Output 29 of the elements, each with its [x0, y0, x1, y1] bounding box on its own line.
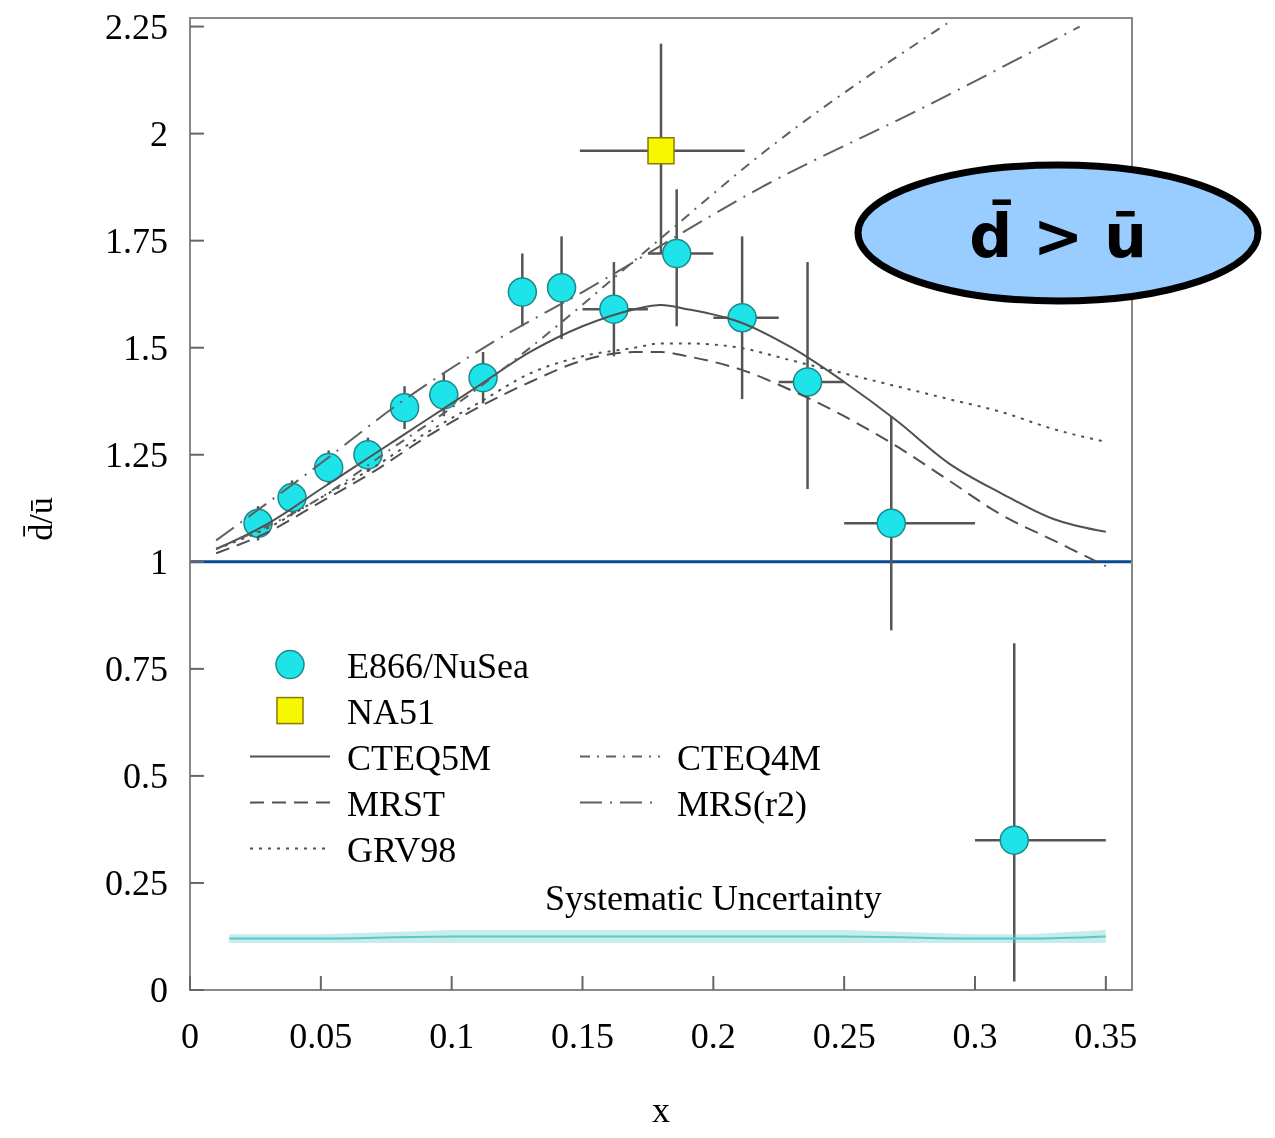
- x-tick-label: 0.1: [429, 1016, 475, 1056]
- y-axis-title: d̄/ū: [22, 497, 59, 541]
- x-tick-label: 0.2: [690, 1016, 736, 1056]
- x-tick-label: 0: [181, 1016, 199, 1056]
- y-tick-label: 1.5: [123, 327, 168, 368]
- legend-label: E866/NuSea: [347, 645, 529, 686]
- x-tick-label: 0.25: [812, 1016, 876, 1056]
- y-tick-label: 0: [150, 970, 168, 1010]
- y-tick-label: 1.25: [105, 434, 168, 475]
- y-tick-label: 1: [150, 541, 168, 582]
- y-tick-label: 2: [150, 113, 168, 154]
- x-tick-label: 0.05: [289, 1016, 353, 1056]
- x-axis-title: x: [652, 1090, 670, 1130]
- legend-label: MRS(r2): [677, 783, 808, 824]
- y-tick-label: 0.5: [123, 755, 168, 796]
- y-tick-label: 0.75: [105, 648, 168, 689]
- legend-label: CTEQ4M: [677, 737, 821, 778]
- legend-label: MRST: [347, 783, 446, 824]
- y-tick-label: 1.75: [105, 220, 168, 261]
- y-tick-label: 2.25: [105, 6, 168, 47]
- legend-label: NA51: [347, 691, 435, 732]
- y-tick-label: 0.25: [105, 862, 168, 903]
- legend-label: CTEQ5M: [347, 737, 491, 778]
- x-tick-label: 0.3: [952, 1016, 998, 1056]
- x-tick-label: 0.35: [1074, 1016, 1138, 1056]
- series-label: Systematic Uncertainty: [544, 878, 882, 919]
- legend-label: GRV98: [347, 829, 457, 870]
- x-tick-label: 0.15: [551, 1016, 614, 1056]
- annotation: d̄ > ū: [969, 199, 1147, 271]
